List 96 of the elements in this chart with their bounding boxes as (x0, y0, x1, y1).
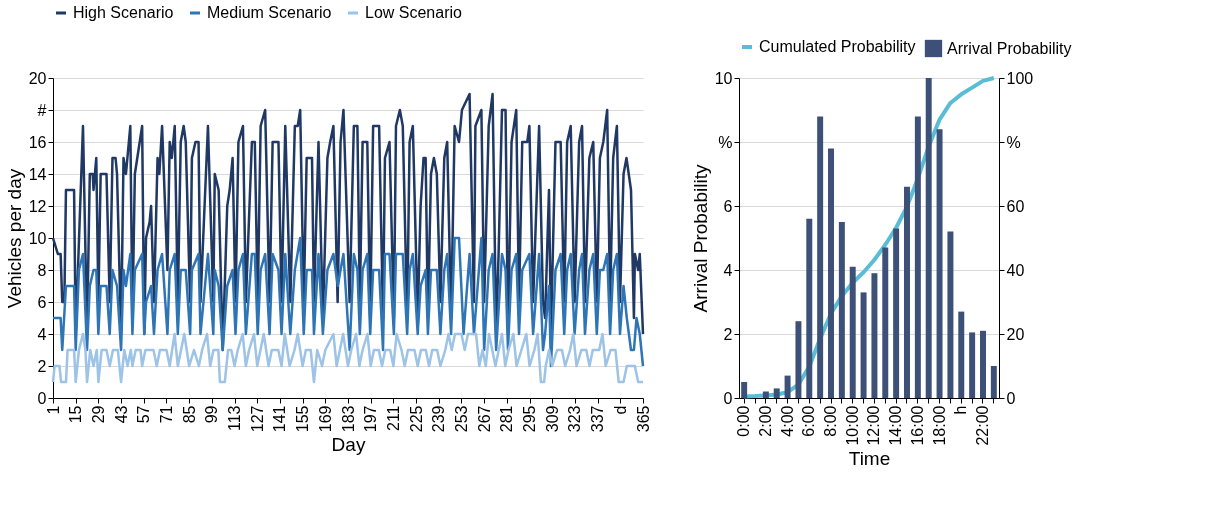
x-tick-label: 8:00 (822, 405, 839, 437)
x-tick-label: 183 (339, 405, 357, 433)
x-tick-label: 2:00 (756, 405, 774, 437)
x-tick-label: 10:00 (843, 405, 861, 446)
x-tick-label: 29 (89, 405, 107, 424)
bar (806, 218, 813, 398)
y-tick-label: 0 (37, 389, 47, 407)
bar (980, 330, 986, 398)
bar (838, 222, 845, 398)
bar (741, 382, 748, 398)
x-tick-label: 197 (362, 405, 380, 433)
x-tick-label: 309 (543, 405, 561, 433)
x-tick-label: 337 (589, 405, 607, 433)
x-axis-title: Time (848, 447, 891, 469)
y2-tick-label: 60 (1006, 197, 1025, 215)
bar (784, 375, 791, 398)
y-tick-label: 2 (37, 357, 47, 375)
x-tick-label: 127 (248, 405, 266, 433)
x-tick-label: 14:00 (887, 405, 905, 446)
bar (990, 366, 997, 398)
y2-tick-label: % (1006, 133, 1021, 151)
bar (904, 186, 910, 398)
y-tick-label: 20 (28, 69, 47, 87)
x-tick-label: 1 (44, 405, 62, 415)
x-tick-label: 18:00 (930, 405, 948, 446)
x-tick-label: 267 (475, 405, 493, 433)
y2-tick-label: 40 (1006, 261, 1025, 279)
bar (828, 148, 834, 398)
bar (947, 231, 954, 398)
x-tick-label: 15 (67, 405, 85, 424)
x-tick-label: 6:00 (800, 405, 818, 437)
y-tick-label: 10 (28, 229, 47, 247)
legend-label: Arrival Probability (947, 39, 1072, 57)
y-tick-label: 4 (723, 261, 733, 279)
x-tick-label: 155 (294, 405, 312, 433)
line-series (51, 332, 645, 384)
legend-label: High Scenario (73, 4, 174, 21)
y-tick-label: # (37, 101, 47, 119)
y-tick-label: 0 (723, 389, 733, 407)
legend-label: Cumulated Probability (759, 38, 916, 55)
x-tick-label: 43 (112, 405, 130, 424)
x-tick-label: h (952, 405, 970, 415)
x-tick-label: 99 (203, 405, 221, 424)
bar (871, 273, 878, 398)
bar (914, 116, 921, 398)
y-tick-label: 14 (28, 165, 47, 183)
x-tick-label: 16:00 (908, 405, 926, 446)
x-tick-label: 0:00 (735, 405, 753, 437)
x-tick-label: 57 (135, 405, 153, 424)
x-tick-label: 22:00 (973, 405, 991, 446)
x-tick-label: 4:00 (778, 405, 796, 437)
y-tick-label: 2 (723, 325, 733, 343)
bar (958, 311, 965, 398)
x-tick-label: 239 (430, 405, 448, 433)
y-tick-label: 8 (37, 261, 47, 279)
x-tick-label: 141 (271, 405, 289, 433)
y-axis-title: Vehicles per day (3, 168, 25, 309)
x-tick-label: d (611, 405, 629, 415)
bar (762, 391, 769, 398)
y-axis-title: Arrival Probability (689, 164, 711, 313)
bar (882, 247, 889, 398)
x-tick-label: 71 (157, 405, 175, 424)
x-tick-label: 225 (407, 405, 425, 433)
y-tick-label: 6 (723, 197, 733, 215)
bar (860, 292, 867, 398)
bar (936, 129, 943, 398)
bar (893, 228, 900, 398)
bar (969, 332, 976, 398)
bar (925, 78, 932, 398)
y-tick-label: 10 (714, 69, 733, 87)
line-series (51, 236, 645, 368)
y2-tick-label: 100 (1006, 69, 1034, 87)
x-tick-label: 281 (498, 405, 516, 433)
x-tick-label: 323 (566, 405, 584, 433)
x-tick-label: 211 (384, 405, 402, 432)
x-tick-label: 113 (226, 405, 244, 432)
y-tick-label: 16 (28, 133, 47, 151)
y-tick-label: 12 (28, 197, 47, 215)
y-tick-label: % (718, 133, 733, 151)
x-tick-label: 12:00 (865, 405, 883, 446)
y-tick-label: 6 (37, 293, 47, 311)
x-tick-label: 295 (521, 405, 539, 433)
y2-tick-label: 0 (1006, 389, 1016, 407)
x-tick-label: 365 (634, 405, 652, 433)
y-tick-label: 4 (37, 325, 47, 343)
legend-label: Medium Scenario (207, 4, 332, 21)
y2-tick-label: 20 (1006, 325, 1025, 343)
bar (795, 321, 802, 398)
x-tick-label: 85 (180, 405, 198, 424)
x-axis-title: Day (331, 434, 366, 456)
x-tick-label: 253 (452, 405, 470, 433)
x-tick-label: 169 (316, 405, 334, 433)
legend-label: Low Scenario (365, 4, 463, 21)
bar (817, 116, 824, 398)
bar (849, 266, 856, 398)
bar (773, 388, 780, 398)
